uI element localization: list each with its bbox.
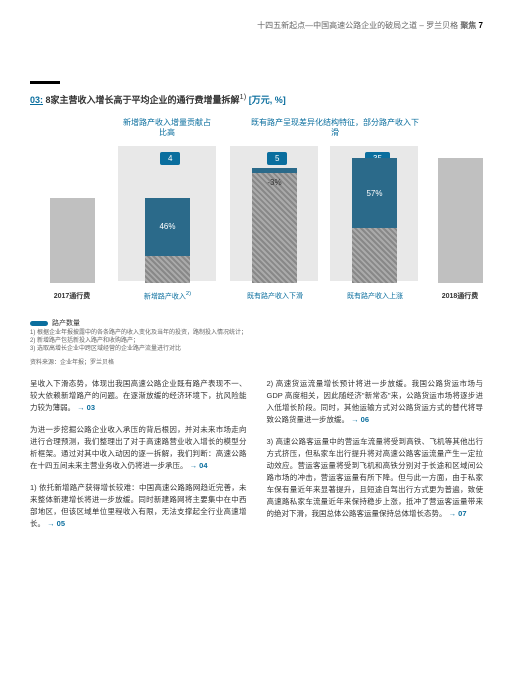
x-label-2: 既有路产收入下滑 — [230, 291, 320, 301]
column-right: 2) 高速货运流量增长预计将进一步放缓。我国公路货运市场与 GDP 高度相关，因… — [267, 378, 484, 540]
bar-decline — [252, 168, 297, 173]
x-label-3: 既有路产收入上涨 — [330, 291, 420, 301]
bar-decline-label: -3% — [252, 178, 297, 187]
x-label-4: 2018通行费 — [430, 291, 490, 301]
column-left: 呈收入下滑态势，体现出我国高速公路企业既有路产表现不一、较大依赖新增路产的问题。… — [30, 378, 247, 540]
footnote-3: 3) 选取高增长企业中跨区域经营的企业路产流量进行对比 — [30, 346, 483, 354]
chart-title: 03: 8家主营收入增长高于平均企业的通行费增量拆解1) [万元, %] — [30, 92, 483, 106]
bar-2018 — [438, 158, 483, 283]
chart-subtitle-left: 新增路产收入增量贡献占比高 — [122, 118, 212, 137]
legend-marker — [30, 321, 48, 326]
ref-05: → 05 — [47, 519, 65, 528]
para-5: 3) 高速公路客运量中的营运车流量将受到高铁、飞机等其他出行方式挤压，但私家车出… — [267, 436, 484, 520]
ref-04: → 04 — [190, 461, 208, 470]
chart-title-text: 8家主营收入增长高于平均企业的通行费增量拆解 — [46, 95, 240, 105]
para-4: 2) 高速货运流量增长预计将进一步放缓。我国公路货运市场与 GDP 高度相关，因… — [267, 378, 484, 426]
chart-unit: [万元, %] — [249, 95, 286, 105]
header-bold: 聚焦 — [460, 21, 476, 30]
chart-number: 03: — [30, 95, 43, 105]
header-text: 十四五新起点—中国高速公路企业的破局之道 – 罗兰贝格 — [257, 21, 458, 30]
para-1: 呈收入下滑态势，体现出我国高速公路企业既有路产表现不一、较大依赖新增路产的问题。… — [30, 378, 247, 414]
count-badge-1: 4 — [160, 152, 180, 165]
x-label-0: 2017通行费 — [42, 291, 102, 301]
bar-increase-label: 57% — [352, 189, 397, 198]
body-columns: 呈收入下滑态势，体现出我国高速公路企业既有路产表现不一、较大依赖新增路产的问题。… — [30, 378, 483, 540]
bar-new-label: 46% — [145, 222, 190, 231]
chart-subtitle-right: 既有路产呈现差异化结构特征，部分路产收入下滑 — [250, 118, 420, 137]
x-label-1: 新增路产收入2) — [130, 291, 205, 301]
section-divider — [30, 81, 60, 84]
chart-footnotes: 1) 根据企业年报披露中的各条路产的收入变化及当年的投资，路制投入情况统计； 2… — [30, 330, 483, 353]
page-number: 7 — [479, 21, 483, 30]
waterfall-chart: 新增路产收入增量贡献占比高 既有路产呈现差异化结构特征，部分路产收入下滑 4 5… — [30, 118, 483, 313]
footnote-1: 1) 根据企业年报披露中的各条路产的收入变化及当年的投资，路制投入情况统计； — [30, 330, 483, 338]
chart-legend: 路产数量 — [30, 318, 483, 328]
ref-07: → 07 — [449, 509, 467, 518]
chart-source: 资料来源：企业年报；罗兰贝格 — [30, 357, 483, 366]
ref-06: → 06 — [351, 415, 369, 424]
count-badge-2: 5 — [267, 152, 287, 165]
legend-label: 路产数量 — [52, 320, 80, 327]
bar-2017 — [50, 198, 95, 283]
page-header: 十四五新起点—中国高速公路企业的破局之道 – 罗兰贝格 聚焦 7 — [0, 0, 513, 31]
para-2: 为进一步挖掘公路企业收入承压的背后根因，并对未来市场走向进行合理预测，我们整理出… — [30, 424, 247, 472]
chart-title-sup: 1) — [240, 92, 247, 101]
para-3: 1) 依托新增路产获得增长较难：中国高速公路路网趋近完善，未来整体新建增长将进一… — [30, 482, 247, 530]
footnote-2: 2) 新增路产包括新投入路产和收购路产； — [30, 338, 483, 346]
ref-03: → 03 — [77, 403, 95, 412]
